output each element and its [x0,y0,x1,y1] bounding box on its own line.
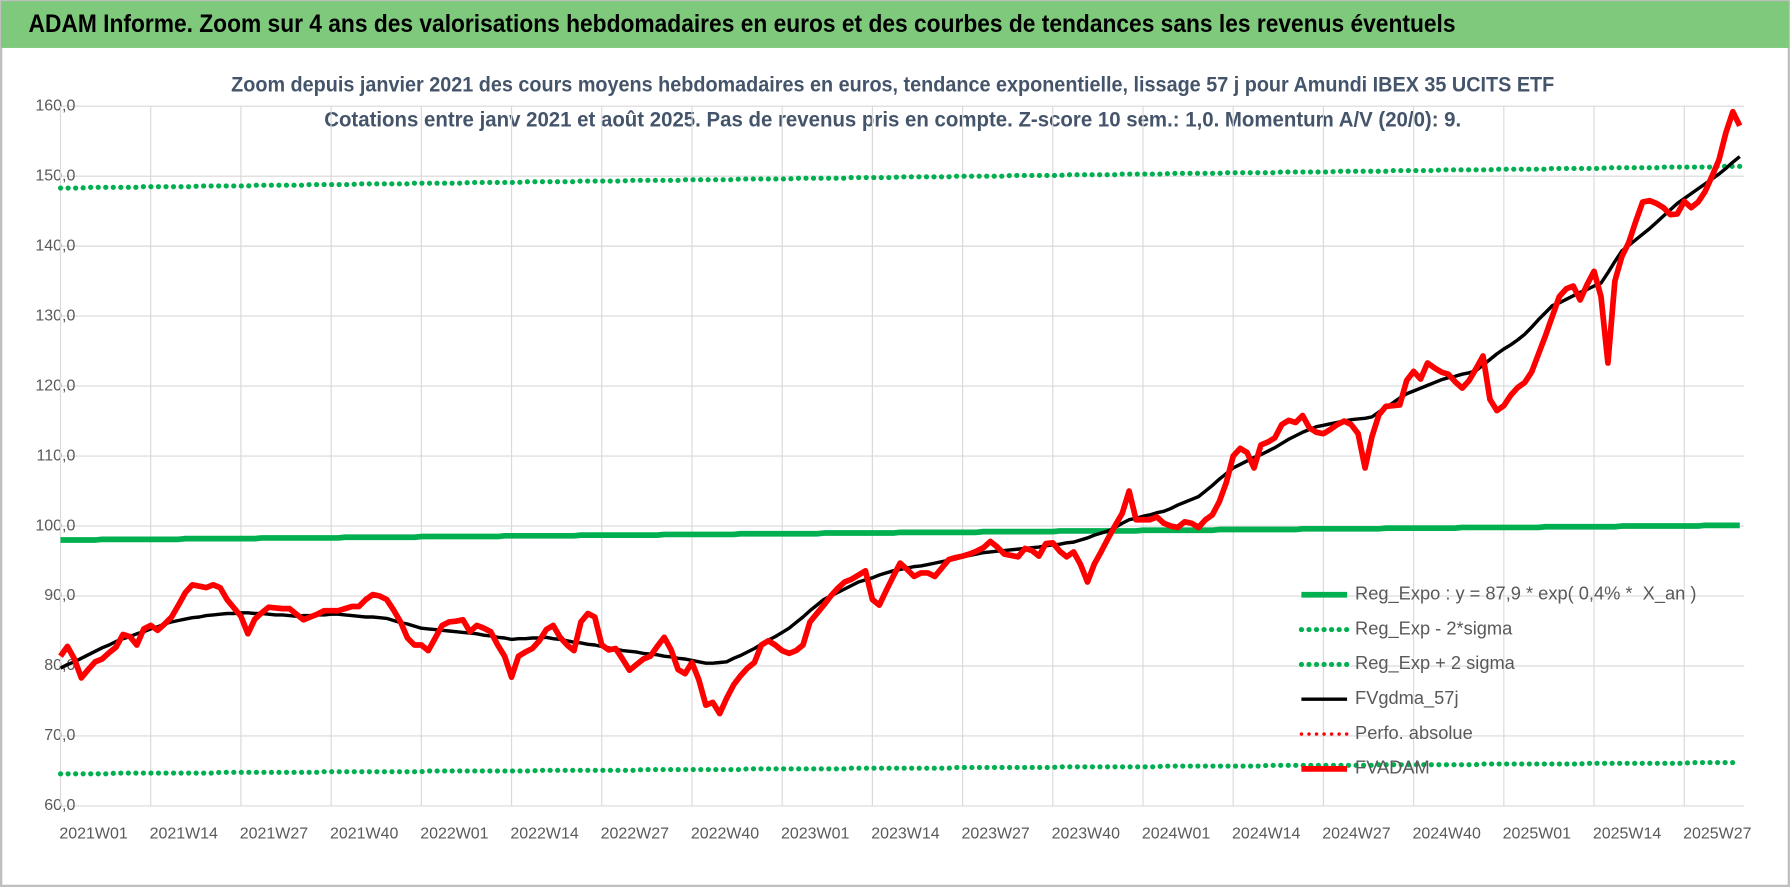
y-tick-label: 150,0 [35,167,75,184]
x-tick-label: 2021W01 [59,826,127,843]
x-tick-label: 2021W14 [150,826,218,843]
legend-label: Perfo. absolue [1355,722,1473,743]
x-tick-label: 2025W27 [1683,826,1751,843]
chart-subtitle: Cotations entre janv 2021 et août 2025. … [324,107,1461,132]
y-tick-label: 130,0 [35,307,75,324]
grid: 60,0 70,0 80,0 90,0 100,0 110,0 120,0 130,0 140,… [35,97,1751,842]
x-tick-label: 2024W14 [1232,826,1300,843]
x-tick-label: 2025W14 [1593,826,1661,843]
x-tick-label: 2024W27 [1322,826,1390,843]
plot-area [57,108,1743,777]
legend-label: FVADAM [1355,757,1430,778]
x-tick-label: 2021W27 [240,826,308,843]
x-tick-label: 2023W14 [871,826,939,843]
y-tick-label: 90,0 [44,587,75,604]
x-tick-label: 2023W01 [781,826,849,843]
x-tick-label: 2022W01 [420,826,488,843]
y-tick-label: 160,0 [35,97,75,114]
series-line [58,108,1743,717]
legend-label: FVgdma_57j [1355,687,1458,709]
chart-title: Zoom depuis janvier 2021 des cours moyen… [231,71,1554,96]
y-tick-label: 80,0 [44,657,75,674]
x-tick-label: 2022W27 [601,826,669,843]
y-tick-label: 70,0 [44,727,75,744]
legend: Reg_Expo : y = 87,9 * exp( 0,4% * X_an )… [1298,583,1696,778]
y-tick-label: 110,0 [37,447,76,464]
y-tick-label: 140,0 [35,237,75,254]
series-line [59,155,1741,670]
x-tick-label: 2022W14 [510,826,578,843]
header-bar [1,1,1789,48]
x-tick-label: 2022W40 [691,826,759,843]
x-tick-label: 2024W01 [1142,826,1210,843]
y-tick-label: 120,0 [35,377,75,394]
x-tick-label: 2023W40 [1052,826,1120,843]
y-tick-label: 100,0 [35,517,75,534]
legend-label: Reg_Exp + 2 sigma [1355,652,1516,674]
series-line [60,522,1740,543]
legend-label: Reg_Expo : y = 87,9 * exp( 0,4% * X_an ) [1355,583,1696,605]
header-title: ADAM Informe. Zoom sur 4 ans des valoris… [29,10,1456,38]
x-tick-label: 2025W01 [1503,826,1571,843]
y-tick-label: 60,0 [44,797,75,814]
x-tick-label: 2024W40 [1412,826,1480,843]
x-tick-label: 2021W40 [330,826,398,843]
series-line [57,163,1743,191]
legend-label: Reg_Exp - 2*sigma [1355,617,1513,639]
x-tick-label: 2023W27 [961,826,1029,843]
series-line [57,759,1743,777]
